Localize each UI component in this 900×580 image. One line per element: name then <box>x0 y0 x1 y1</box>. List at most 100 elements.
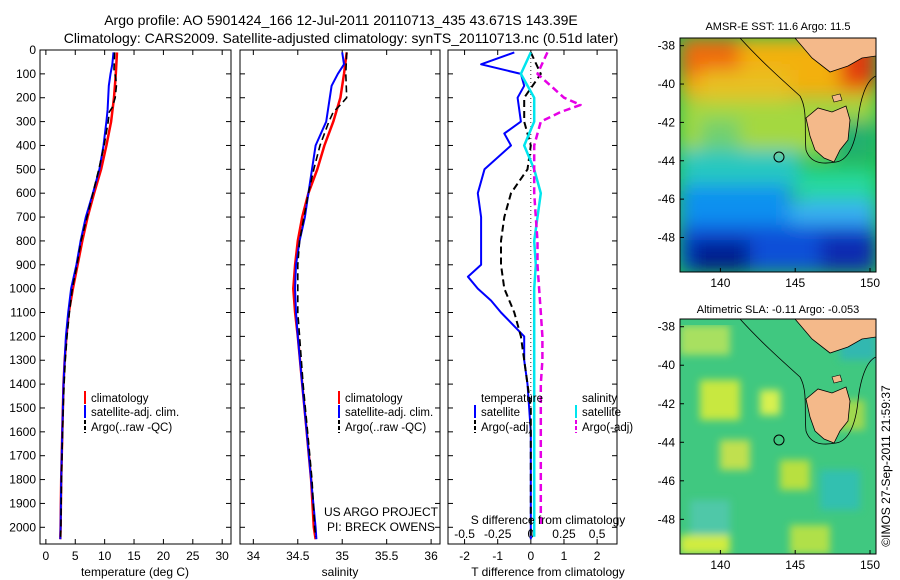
x-tick-label: 5 <box>72 549 79 563</box>
map-y-tick-label: -48 <box>658 230 676 244</box>
temperature-panel-frame <box>39 49 232 545</box>
x-tick-label: 35.5 <box>375 549 399 563</box>
legend-satellite: satellite-adj. clim. <box>91 407 179 419</box>
map-y-tick-label: -38 <box>658 320 676 334</box>
y-tick-label: 1600 <box>9 425 36 439</box>
legend-argo: Argo(..raw -QC) <box>91 422 172 434</box>
legend-s-satellite: satellite <box>582 407 621 419</box>
timestamp-stamp: ©IMOS 27-Sep-2011 21:59:37 <box>879 385 893 547</box>
x-tick-label: 15 <box>127 549 141 563</box>
pi-credit: PI: BRECK OWENS <box>327 520 435 534</box>
x-tick-label: 36 <box>424 549 438 563</box>
y-tick-label: 600 <box>16 186 36 200</box>
x-tick-label: 2 <box>594 549 601 563</box>
series-line-climatology <box>59 52 119 540</box>
x-tick-label: 35 <box>336 549 350 563</box>
legend-title-salinity: salinity <box>582 393 617 405</box>
map-x-tick-label: 150 <box>860 558 880 572</box>
s-diff-tick-label: -0.25 <box>484 527 512 541</box>
series-line-temperature-satellite <box>466 51 532 540</box>
y-tick-label: 1200 <box>9 329 36 343</box>
x-tick-label: 30 <box>216 549 230 563</box>
series-line-salinity-satellite <box>519 51 543 537</box>
series-group <box>292 52 348 540</box>
series-group <box>59 52 119 540</box>
sla-map-land <box>739 319 876 446</box>
legend-satellite: satellite-adj. clim. <box>345 407 433 419</box>
y-tick-label: 1900 <box>9 496 36 510</box>
map-x-tick-label: 150 <box>860 276 880 290</box>
series-line-climatology <box>292 52 348 540</box>
map-x-tick-label: 145 <box>785 276 805 290</box>
x-tick-label: 34.5 <box>286 549 310 563</box>
x-tick-label: -2 <box>459 549 470 563</box>
y-tick-label: 1700 <box>9 449 36 463</box>
series-line-satellite-adj-clim <box>59 52 115 540</box>
salinity-legend: climatology satellite-adj. clim. Argo(..… <box>338 391 433 434</box>
y-tick-label: 200 <box>16 91 36 105</box>
map-y-tick-label: -42 <box>658 397 676 411</box>
map-y-tick-label: -38 <box>658 39 676 53</box>
legend-t-satellite: satellite <box>481 407 520 419</box>
sst-map <box>680 38 876 272</box>
x-tick-label: -1 <box>492 549 503 563</box>
t-difference-axis-label: T difference from climatology <box>471 565 625 579</box>
s-diff-tick-label: 0.5 <box>589 527 606 541</box>
salinity-axis-label: salinity <box>322 565 359 579</box>
legend-climatology: climatology <box>345 393 403 405</box>
y-tick-label: 2000 <box>9 520 36 534</box>
map-x-tick-label: 140 <box>710 276 730 290</box>
map-axes: 140 145 150 -38 -40 -42 -44 -46 -48 140 145 150 -38 -… <box>658 39 881 572</box>
series-line-salinity-argo-adj <box>532 51 582 528</box>
sla-map <box>680 319 876 554</box>
legend-climatology: climatology <box>91 393 149 405</box>
y-tick-label: 0 <box>29 43 36 57</box>
y-tick-label: 1800 <box>9 473 36 487</box>
difference-legend: temperature salinity satellite Argo(-adj… <box>474 393 633 434</box>
legend-t-argo: Argo(-adj) <box>481 422 532 434</box>
y-tick-label: 900 <box>16 258 36 272</box>
temperature-legend: climatology satellite-adj. clim. Argo(..… <box>84 391 179 434</box>
map-y-tick-label: -48 <box>658 512 676 526</box>
salinity-panel: 34 34.5 35 35.5 36 <box>240 49 440 563</box>
map-x-tick-label: 140 <box>710 558 730 572</box>
s-diff-tick-label: 0.25 <box>552 527 576 541</box>
series-line-argo-raw-qc <box>59 52 118 537</box>
sst-map-title: AMSR-E SST: 11.6 Argo: 11.5 <box>705 21 850 33</box>
map-y-tick-label: -46 <box>658 192 676 206</box>
x-tick-label: 20 <box>157 549 171 563</box>
series-line-argo-raw-qc <box>297 52 348 537</box>
y-tick-label: 400 <box>16 138 36 152</box>
series-group <box>466 51 582 540</box>
x-tick-label: 25 <box>186 549 200 563</box>
figure-title-line-1: Argo profile: AO 5901424_166 12-Jul-2011… <box>104 12 578 28</box>
series-line-satellite-adj-clim <box>294 52 345 540</box>
sla-map-frame <box>679 318 877 555</box>
project-credit: US ARGO PROJECT <box>324 505 439 519</box>
sst-map-land <box>739 38 876 164</box>
y-tick-label: 100 <box>16 67 36 81</box>
map-y-tick-label: -42 <box>658 115 676 129</box>
sst-map-frame <box>679 37 877 273</box>
legend-title-temperature: temperature <box>481 393 543 405</box>
s-diff-tick-label: -0.5 <box>454 527 475 541</box>
legend-s-argo: Argo(-adj) <box>582 422 633 434</box>
y-tick-label: 1100 <box>10 306 36 320</box>
x-tick-label: 0 <box>43 549 50 563</box>
y-tick-label: 800 <box>16 234 36 248</box>
y-tick-label: 700 <box>16 210 36 224</box>
x-tick-label: 10 <box>98 549 112 563</box>
y-tick-label: 500 <box>16 162 36 176</box>
map-y-tick-label: -40 <box>658 358 676 372</box>
temperature-panel: 0 5 10 15 20 25 300100200300400500600700800900… <box>9 43 231 563</box>
figure-title-line-2: Climatology: CARS2009. Satellite-adjuste… <box>64 30 619 46</box>
x-tick-label: 1 <box>561 549 568 563</box>
map-y-tick-label: -40 <box>658 77 676 91</box>
temperature-axis-label: temperature (deg C) <box>81 565 189 579</box>
y-tick-label: 1000 <box>9 282 36 296</box>
y-tick-label: 1400 <box>9 377 36 391</box>
x-tick-label: 0 <box>527 549 534 563</box>
map-x-tick-label: 145 <box>785 558 805 572</box>
map-y-tick-label: -44 <box>658 154 676 168</box>
